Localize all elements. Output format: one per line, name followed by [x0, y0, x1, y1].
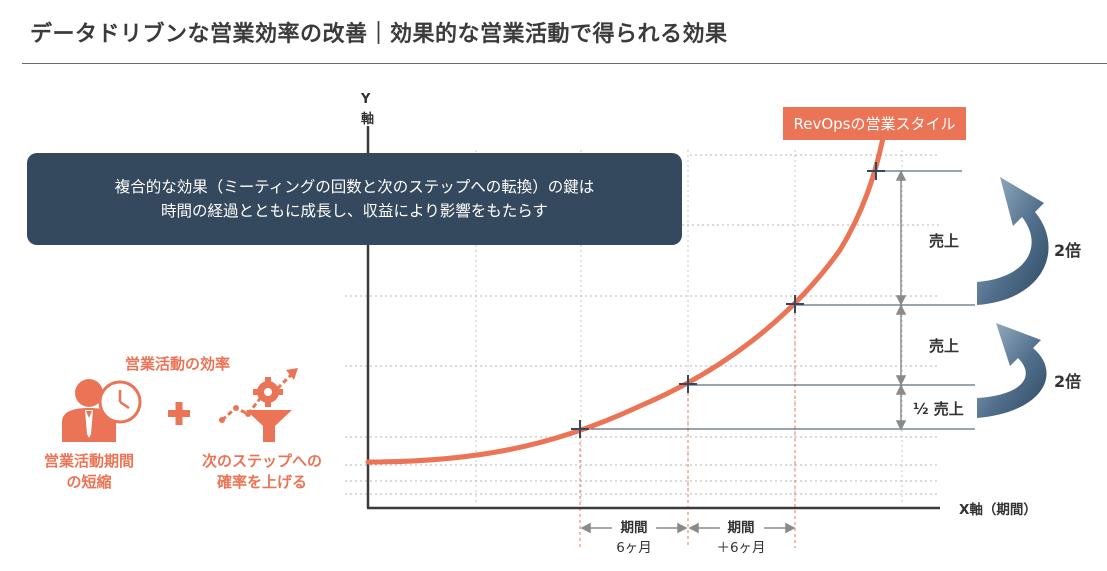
efficiency-title: 営業活動の効率 — [125, 355, 231, 373]
period-1-head: 期間 — [620, 520, 648, 536]
funnel-gear-growth-icon — [219, 368, 298, 442]
multiplier-upper: 2倍 — [1054, 241, 1082, 260]
efficiency-item-1: 営業活動期間 の短縮 — [28, 451, 150, 493]
period-2-value: ＋6ヶ月 — [716, 540, 766, 556]
period-1-value: 6ヶ月 — [616, 540, 652, 556]
y-axis-label-bottom: 軸 — [361, 112, 375, 127]
y-axis-label-top: Y — [361, 92, 371, 107]
callout-line-2: 時間の経過とともに成長し、収益により影響をもたらす — [161, 202, 548, 220]
increment-arrows — [895, 170, 907, 431]
callout-box: 複合的な効果（ミーティングの回数と次のステップへの転換）の鍵は 時間の経過ととも… — [27, 153, 682, 245]
title-divider — [22, 63, 1107, 64]
efficiency-item-1-line-1: 営業活動期間 — [43, 452, 134, 470]
efficiency-item-2-line-2: 確率を上げる — [216, 473, 307, 491]
x-axis-label: X軸（期間） — [959, 502, 1037, 518]
curved-arrow-upper — [977, 177, 1049, 305]
plus-icon — [168, 402, 190, 425]
businessman-clock-icon — [62, 379, 142, 442]
growth-curve — [365, 125, 888, 465]
multiplier-lower: 2倍 — [1054, 372, 1082, 391]
period-guides — [579, 306, 796, 548]
curve-markers — [571, 162, 885, 438]
page-title: データドリブンな営業効率の改善｜効果的な営業活動で得られる効果 — [30, 22, 728, 47]
sales-label-middle: 売上 — [929, 337, 960, 355]
period-arrows — [580, 522, 796, 534]
efficiency-item-2-line-1: 次のステップへの — [201, 452, 322, 470]
grid-horizontal — [345, 154, 940, 495]
period-2: 期間 ＋6ヶ月 — [686, 518, 796, 558]
sales-label-upper: 売上 — [929, 232, 960, 250]
revops-style-tag: RevOpsの営業スタイル — [783, 107, 966, 140]
reference-lines — [580, 170, 975, 430]
curved-arrow-lower — [977, 323, 1047, 418]
efficiency-item-2: 次のステップへの 確率を上げる — [192, 451, 332, 493]
period-1: 期間 6ヶ月 — [579, 518, 689, 558]
efficiency-item-1-line-2: の短縮 — [66, 473, 112, 491]
period-2-head: 期間 — [727, 520, 755, 536]
sales-label-half: ½ 売上 — [913, 400, 964, 418]
callout-line-1: 複合的な効果（ミーティングの回数と次のステップへの転換）の鍵は — [114, 178, 595, 196]
